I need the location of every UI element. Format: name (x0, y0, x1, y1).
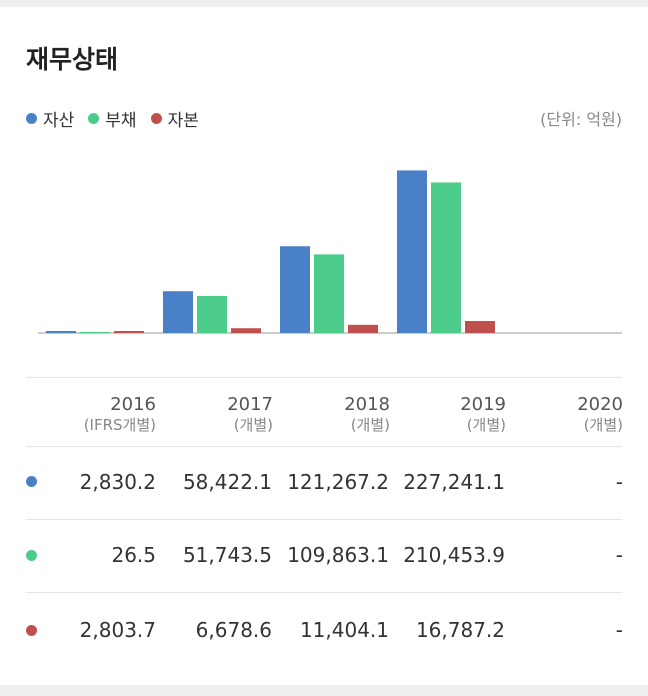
year-label-2018: 2018 (344, 394, 390, 415)
bar-liability-2019 (431, 182, 461, 333)
table-cell: - (615, 618, 623, 642)
divider (26, 519, 622, 520)
year-label-2020: 2020 (577, 394, 623, 415)
year-sub-2017: (개별) (233, 416, 273, 434)
table-cell: 109,863.1 (287, 543, 389, 567)
table-cell: 121,267.2 (287, 470, 389, 494)
table-cell: 16,787.2 (415, 618, 505, 642)
bar-liability-2017 (197, 295, 227, 333)
legend-item-equity: 자본 (150, 106, 199, 131)
year-sub-2016: (IFRS개별) (83, 416, 156, 434)
year-col-2019: 2019 (개별) (396, 394, 506, 436)
year-label-2019: 2019 (460, 394, 506, 415)
table-cell: 210,453.9 (403, 543, 505, 567)
legend-item-liability: 부채 (88, 106, 137, 131)
bar-asset-2019 (397, 170, 427, 333)
divider (26, 446, 622, 447)
bar-equity-2019 (465, 320, 495, 333)
table-cell: 51,743.5 (182, 543, 272, 567)
bar-equity-2017 (231, 328, 261, 333)
table-cell: 26.5 (111, 543, 156, 567)
bar-equity-2018 (348, 324, 378, 333)
bar-asset-2017 (163, 291, 193, 333)
row-dot-liability (26, 550, 37, 561)
year-sub-2020: (개별) (583, 416, 623, 434)
year-col-2017: 2017 (개별) (163, 394, 273, 436)
legend-dot-asset (26, 113, 37, 124)
table-cell: 58,422.1 (182, 470, 272, 494)
year-sub-2018: (개별) (350, 416, 390, 434)
page-title: 재무상태 (26, 45, 119, 74)
year-label-2016: 2016 (110, 394, 156, 415)
year-sub-2019: (개별) (466, 416, 506, 434)
divider (26, 377, 622, 378)
year-col-2018: 2018 (개별) (280, 394, 390, 436)
table-cell: - (615, 543, 623, 567)
table-cell: 2,830.2 (79, 470, 156, 494)
year-col-2016: 2016 (IFRS개별) (46, 394, 156, 436)
legend-dot-equity (150, 113, 162, 124)
bar-asset-2018 (280, 246, 310, 333)
divider (26, 592, 622, 593)
legend-label-asset: 자산 (43, 111, 75, 131)
financial-status-card (0, 7, 648, 685)
table-cell: 2,803.7 (79, 618, 156, 642)
bar-liability-2016 (80, 332, 110, 333)
table-cell: 11,404.1 (299, 618, 389, 642)
table-cell: - (615, 470, 623, 494)
legend-dot-liability (88, 113, 100, 124)
table-cell: 6,678.6 (195, 618, 272, 642)
unit-label: (단위: 억원) (540, 110, 622, 129)
table-cell: 227,241.1 (403, 470, 505, 494)
legend-item-asset: 자산 (26, 106, 74, 131)
row-dot-equity (26, 625, 37, 636)
bar-asset-2016 (46, 330, 76, 333)
legend-label-liability: 부채 (105, 111, 137, 131)
bar-equity-2016 (114, 330, 144, 333)
row-dot-asset (26, 476, 37, 487)
bar-liability-2018 (314, 254, 344, 333)
legend-label-equity: 자본 (167, 111, 199, 131)
chart-legend: 자산 부채 자본 (26, 106, 199, 131)
year-col-2020: 2020 (개별) (513, 394, 623, 436)
year-label-2017: 2017 (227, 394, 273, 415)
